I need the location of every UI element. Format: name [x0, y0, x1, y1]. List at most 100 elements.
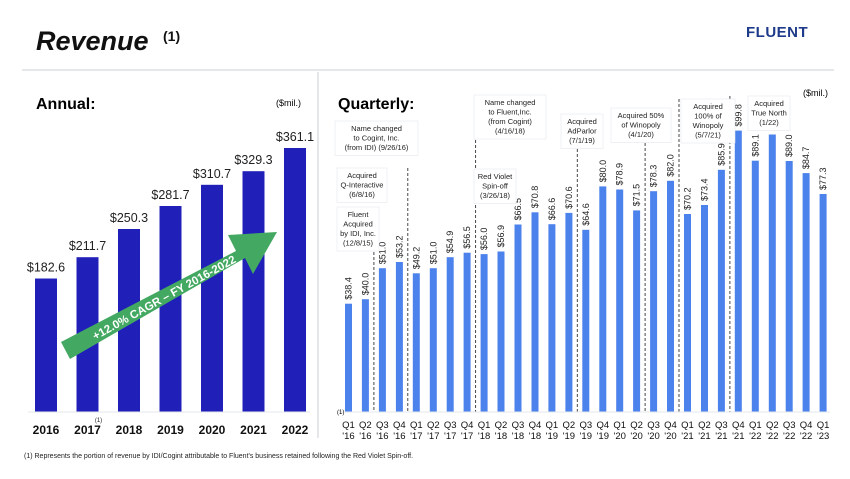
quarterly-x-tick-year: '19: [597, 431, 609, 442]
page-title: Revenue: [36, 26, 149, 56]
event-text: (12/8/15): [343, 239, 374, 248]
annual-bar: [242, 171, 265, 412]
event-text: True North: [751, 109, 787, 118]
event-text: Acquired: [347, 171, 377, 180]
quarterly-x-tick-year: '19: [580, 431, 592, 442]
quarterly-x-tick-year: '16: [342, 431, 354, 442]
annual-x-tick-label: 2016: [33, 423, 60, 437]
event-text: (6/8/16): [349, 190, 375, 199]
event-text: Acquired 50%: [618, 111, 665, 120]
quarterly-x-tick-label: Q1: [342, 420, 355, 431]
quarterly-x-tick-label: Q1: [817, 420, 830, 431]
title-footnote-marker: (1): [163, 28, 181, 44]
quarterly-x-tick-year: '23: [817, 431, 829, 442]
quarterly-bars: $38.4Q1'16$40.0Q2'16$51.0Q3'16$53.2Q4'16…: [342, 104, 829, 442]
quarterly-x-tick-year: '18: [478, 431, 490, 442]
quarterly-bar: [582, 229, 590, 412]
quarterly-data-label: $49.2: [411, 247, 421, 270]
quarterly-x-tick-year: '19: [563, 431, 575, 442]
quarterly-data-label: $84.7: [801, 147, 811, 170]
quarterly-x-tick-year: '17: [410, 431, 422, 442]
quarterly-data-label: $73.4: [700, 178, 710, 201]
quarterly-x-tick-label: Q4: [393, 420, 406, 431]
quarterly-x-tick-label: Q1: [410, 420, 423, 431]
quarterly-bar: [514, 224, 522, 412]
annual-data-label: $211.7: [69, 239, 106, 253]
quarterly-x-tick-label: Q4: [732, 420, 745, 431]
event-text: (from Cogint): [488, 117, 532, 126]
annual-title: Annual:: [36, 96, 96, 113]
brand-logo: FLUENT: [746, 24, 809, 41]
quarterly-x-tick-year: '18: [512, 431, 524, 442]
quarterly-x-tick-label: Q3: [647, 420, 660, 431]
quarterly-x-tick-year: '20: [630, 431, 642, 442]
quarterly-data-label: $71.5: [632, 184, 642, 207]
annual-data-label: $310.7: [193, 167, 231, 181]
quarterly-x-tick-label: Q2: [359, 420, 372, 431]
quarterly-x-tick-label: Q1: [613, 420, 626, 431]
quarterly-x-tick-label: Q2: [630, 420, 643, 431]
quarterly-bar: [480, 254, 488, 412]
quarterly-title: Quarterly:: [338, 96, 414, 113]
event-box: [334, 120, 419, 156]
quarterly-x-tick-year: '18: [495, 431, 507, 442]
quarterly-data-label: $56.5: [462, 226, 472, 249]
quarterly-x-tick-label: Q2: [427, 420, 440, 431]
quarterly-x-tick-year: '21: [698, 431, 710, 442]
quarterly-x-tick-label: Q1: [546, 420, 559, 431]
quarterly-x-tick-year: '16: [376, 431, 388, 442]
event-box: [680, 98, 736, 144]
quarterly-x-tick-label: Q2: [495, 420, 508, 431]
quarterly-data-label: $54.9: [445, 231, 455, 254]
quarterly-unit-label: ($mil.): [803, 88, 828, 98]
quarterly-x-tick-label: Q1: [478, 420, 491, 431]
quarterly-data-label: $56.0: [479, 228, 489, 251]
quarterly-x-tick-year: '17: [427, 431, 439, 442]
event-text: 100% of: [694, 112, 722, 121]
quarterly-x-tick-label: Q4: [800, 420, 813, 431]
quarterly-axis-note: (1): [337, 410, 344, 416]
header-divider: [22, 69, 834, 71]
quarterly-x-tick-year: '22: [800, 431, 812, 442]
quarterly-x-tick-year: '20: [664, 431, 676, 442]
quarterly-x-tick-year: '21: [732, 431, 744, 442]
event-text: Name changed: [351, 124, 402, 133]
event-text: Winopoly: [693, 121, 724, 130]
quarterly-data-label: $99.8: [733, 104, 743, 127]
event-text: to Cogint, Inc.: [353, 134, 399, 143]
quarterly-bar: [378, 268, 386, 412]
quarterly-chart: Quarterly: ($mil.) $38.4Q1'16$40.0Q2'16$…: [334, 88, 830, 442]
event-text: of Winopoly: [621, 121, 660, 130]
footnote: (1) Represents the portion of revenue by…: [24, 453, 414, 460]
quarterly-x-tick-label: Q4: [461, 420, 474, 431]
quarterly-x-tick-year: '19: [546, 431, 558, 442]
annual-x-tick-label: 2018: [116, 423, 143, 437]
quarterly-data-label: $77.3: [818, 167, 828, 190]
quarterly-bar: [395, 262, 403, 412]
quarterly-data-label: $70.6: [564, 186, 574, 209]
quarterly-data-label: $66.5: [513, 198, 523, 221]
quarterly-data-label: $64.6: [581, 203, 591, 226]
annual-x-tick-label: 2020: [199, 423, 226, 437]
quarterly-bar: [785, 161, 793, 412]
event-box: [473, 168, 517, 204]
annual-x-tick-label: 2017: [74, 423, 101, 437]
quarterly-x-tick-year: '22: [783, 431, 795, 442]
quarterly-bar: [768, 134, 776, 412]
annual-chart: Annual: ($mil.) $182.62016$211.72017(1)$…: [27, 96, 314, 437]
quarterly-x-tick-label: Q3: [376, 420, 389, 431]
quarterly-data-label: $89.1: [750, 134, 760, 157]
annual-bar: [201, 184, 223, 412]
quarterly-data-label: $56.9: [496, 225, 506, 248]
event-box: [747, 95, 791, 131]
quarterly-x-tick-label: Q3: [512, 420, 525, 431]
quarterly-bar: [345, 303, 352, 412]
event-text: Acquired: [693, 102, 723, 111]
quarterly-bar: [616, 189, 624, 412]
quarterly-x-tick-year: '17: [444, 431, 456, 442]
event-text: AdParlor: [567, 127, 597, 136]
event-text: Name changed: [485, 98, 536, 107]
quarterly-x-tick-label: Q4: [529, 420, 542, 431]
quarterly-bar: [361, 299, 369, 412]
event-text: Red Violet: [478, 172, 513, 181]
